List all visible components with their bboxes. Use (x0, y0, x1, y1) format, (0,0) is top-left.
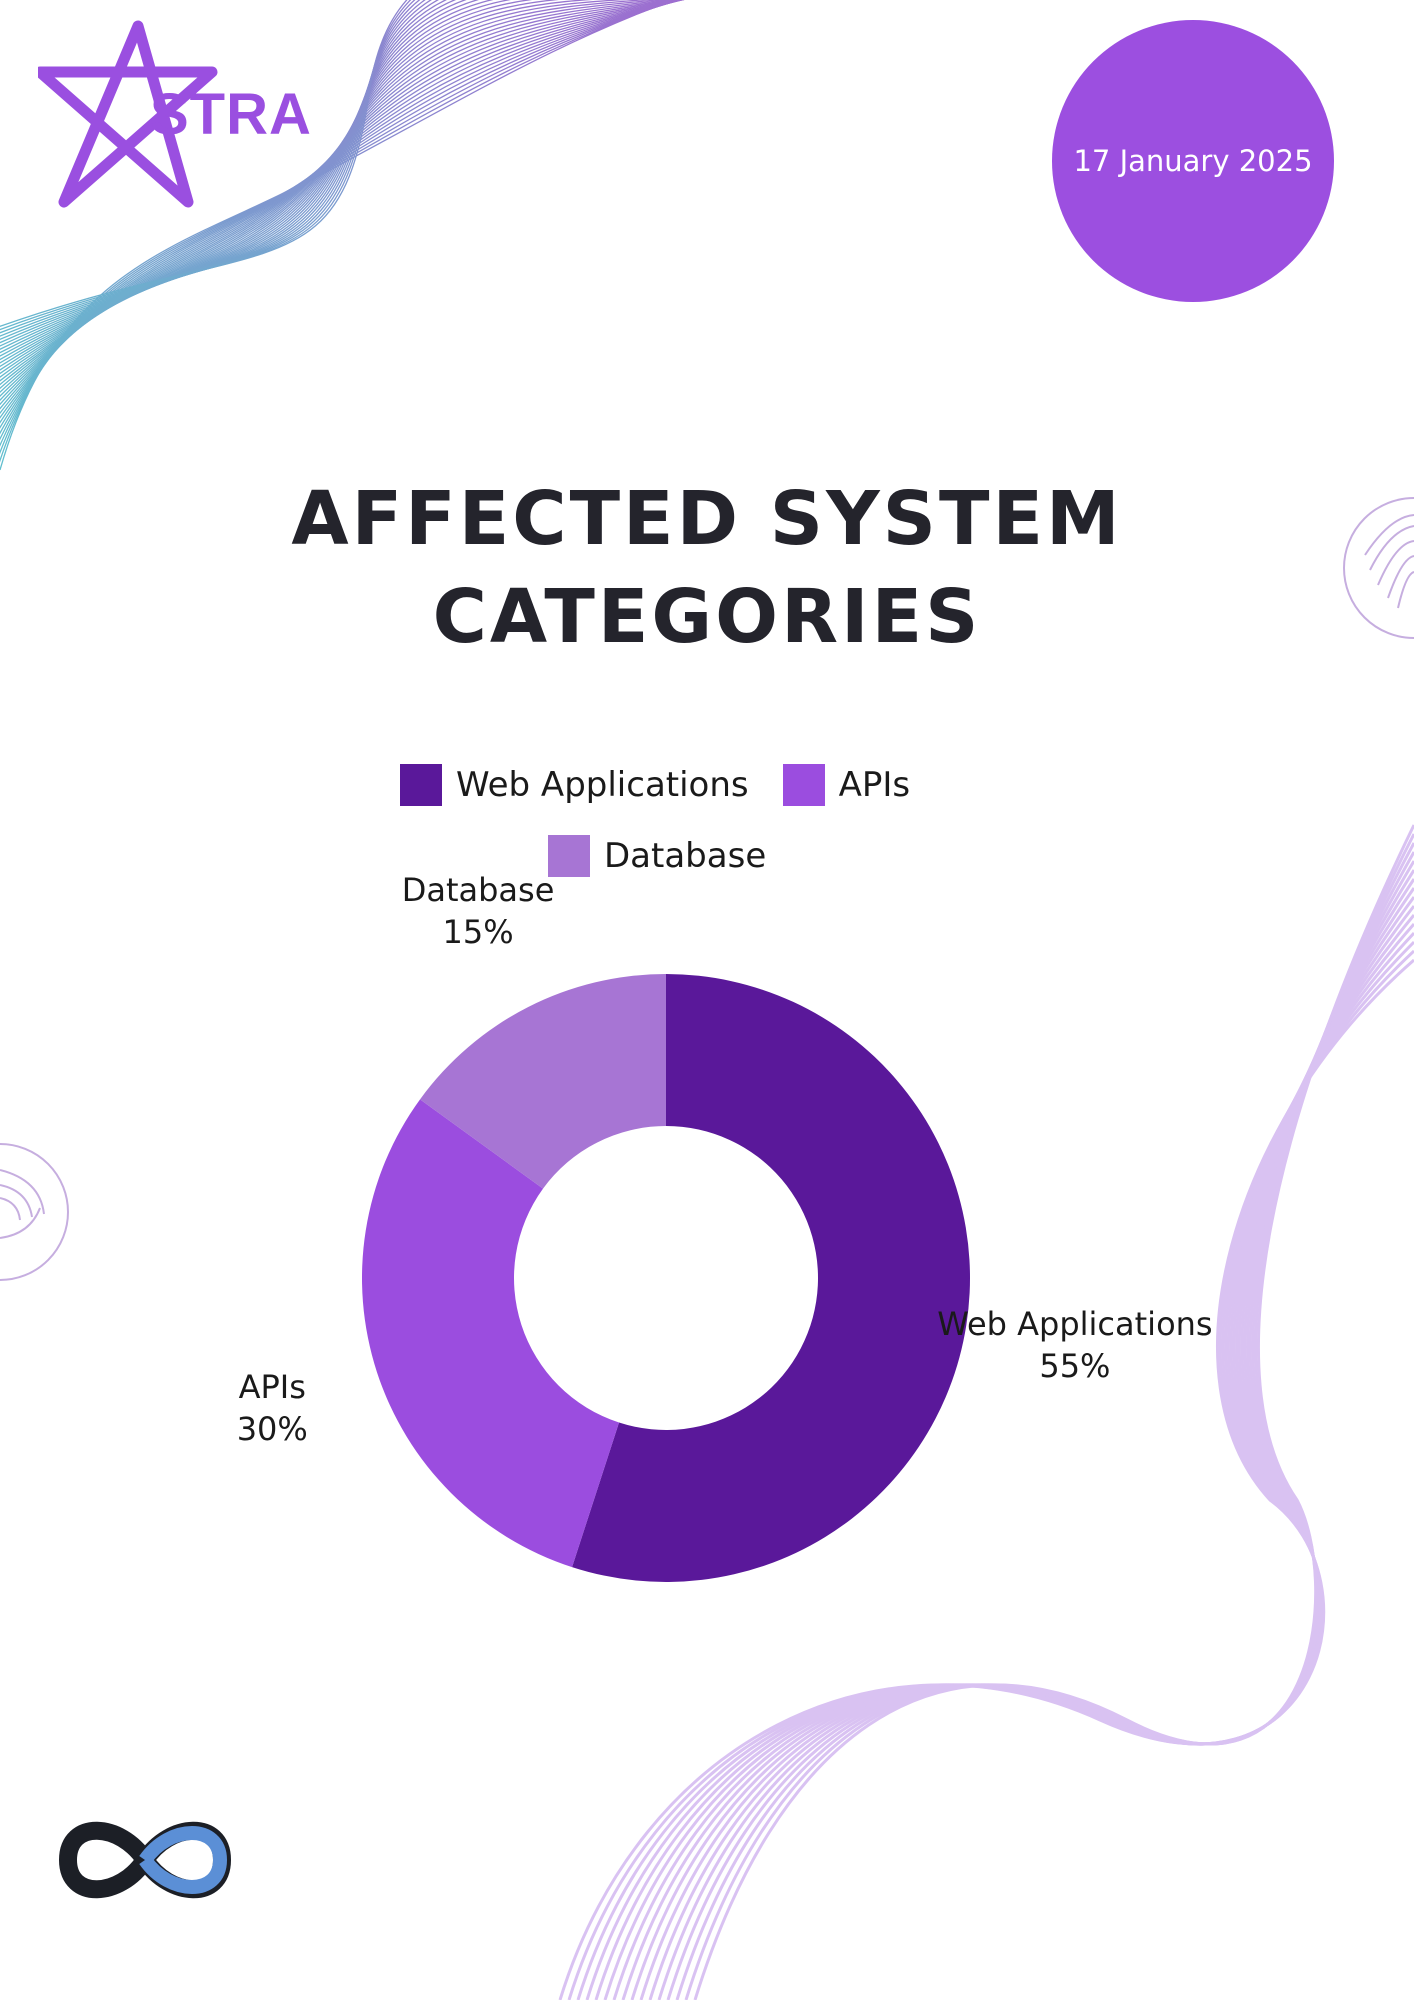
date-badge: 17 January 2025 (1052, 20, 1334, 302)
data-label-name-web-applications: Web Applications (937, 1305, 1212, 1343)
data-label-value-database: 15% (442, 913, 513, 951)
fingerprint-icon (1343, 497, 1414, 639)
legend-swatch (782, 764, 825, 806)
star-icon (38, 20, 218, 208)
title-line-1: AFFECTED SYSTEM (291, 476, 1123, 562)
data-label-name-database: Database (402, 871, 555, 909)
legend-label: Web Applications (456, 765, 749, 805)
bottom-right-wave-lines (558, 824, 1414, 2000)
infinity-logo-icon (58, 1821, 232, 1899)
donut-slice-web-applications (572, 974, 970, 1582)
legend-item-apis: APIs (782, 764, 911, 806)
title-line-2: CATEGORIES (432, 574, 982, 660)
data-label-value-apis: 30% (237, 1410, 308, 1448)
fingerprint-icon (0, 1143, 69, 1281)
donut-slice-apis (361, 1099, 620, 1568)
brand-name: STRA (150, 82, 312, 147)
legend-item-web-applications: Web Applications (400, 764, 749, 806)
data-label-value-web-applications: 55% (1039, 1347, 1110, 1385)
data-label-name-apis: APIs (239, 1368, 306, 1406)
legend-swatch (400, 764, 442, 806)
date-text: 17 January 2025 (1073, 144, 1313, 178)
top-left-wave-lines (0, 0, 685, 471)
legend-label: Database (604, 836, 767, 876)
chart-legend-row-2: Database (548, 835, 800, 877)
legend-swatch (548, 835, 590, 877)
page-title: AFFECTED SYSTEM CATEGORIES (0, 470, 1414, 666)
donut-slice-database (420, 974, 666, 1189)
legend-label: APIs (838, 765, 911, 805)
chart-legend: Web Applications APIs (400, 764, 944, 806)
legend-item-database: Database (548, 835, 766, 877)
